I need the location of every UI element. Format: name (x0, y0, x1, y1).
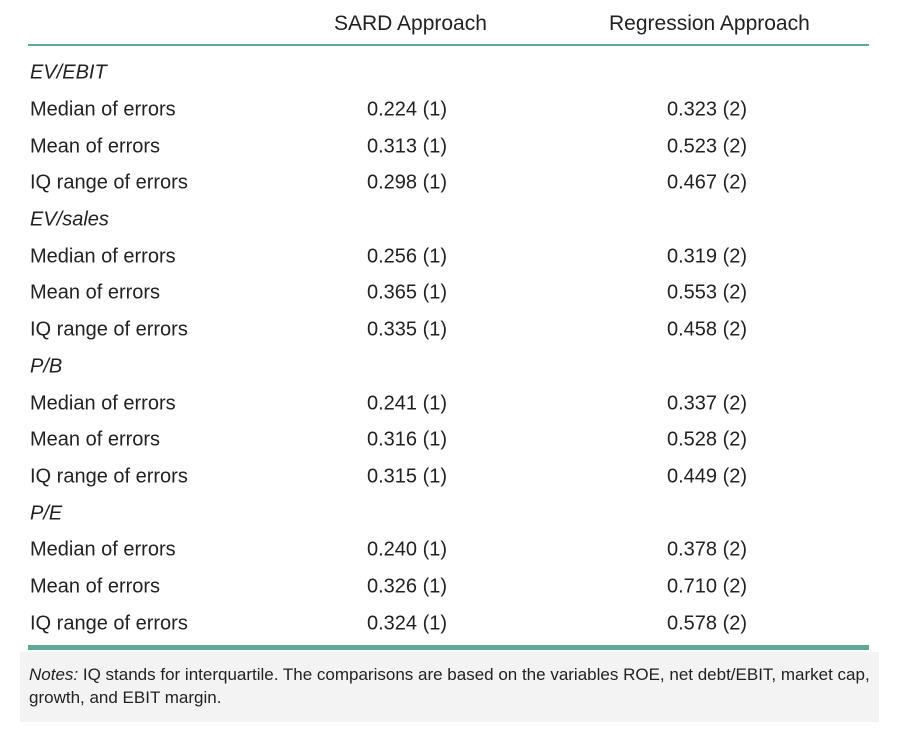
row-label: IQ range of errors (30, 171, 188, 194)
footer-rule (28, 645, 869, 650)
table-row: Mean of errors 0.313 (1) 0.523 (2) (0, 128, 908, 165)
regression-value: 0.449 (2) (667, 465, 748, 488)
sard-value: 0.315 (1) (367, 465, 448, 488)
row-label: Mean of errors (30, 135, 161, 158)
sard-value: 0.326 (1) (367, 575, 448, 598)
notes-text: IQ stands for interquartile. The compari… (29, 665, 870, 707)
row-label: Mean of errors (30, 428, 161, 451)
table-row: Mean of errors 0.326 (1) 0.710 (2) (0, 569, 908, 606)
sard-value: 0.224 (1) (367, 98, 448, 121)
table-row: IQ range of errors 0.335 (1) 0.458 (2) (0, 312, 908, 349)
table-row: Mean of errors 0.316 (1) 0.528 (2) (0, 422, 908, 459)
table-row: Median of errors 0.256 (1) 0.319 (2) (0, 238, 908, 275)
section-title: P/B (30, 355, 63, 378)
regression-value: 0.337 (2) (667, 392, 748, 415)
regression-value: 0.710 (2) (667, 575, 748, 598)
regression-value: 0.553 (2) (667, 281, 748, 304)
row-label: Median of errors (30, 98, 176, 121)
sard-value: 0.324 (1) (367, 612, 448, 635)
table-row: IQ range of errors 0.315 (1) 0.449 (2) (0, 459, 908, 496)
table-notes: Notes: IQ stands for interquartile. The … (29, 663, 874, 709)
section-row: EV/EBIT (0, 55, 908, 92)
sard-value: 0.316 (1) (367, 428, 448, 451)
table-row: IQ range of errors 0.324 (1) 0.578 (2) (0, 605, 908, 642)
table-row: IQ range of errors 0.298 (1) 0.467 (2) (0, 165, 908, 202)
sard-value: 0.365 (1) (367, 281, 448, 304)
row-label: Median of errors (30, 538, 176, 561)
sard-value: 0.241 (1) (367, 392, 448, 415)
row-label: IQ range of errors (30, 612, 188, 635)
column-header-sard: SARD Approach (334, 12, 487, 35)
section-row: P/E (0, 495, 908, 532)
regression-value: 0.323 (2) (667, 98, 748, 121)
sard-value: 0.298 (1) (367, 171, 448, 194)
regression-value: 0.319 (2) (667, 245, 748, 268)
section-title: P/E (30, 502, 63, 525)
column-header-regression: Regression Approach (609, 12, 810, 35)
sard-value: 0.256 (1) (367, 245, 448, 268)
regression-value: 0.523 (2) (667, 135, 748, 158)
table-row: Median of errors 0.241 (1) 0.337 (2) (0, 385, 908, 422)
section-row: P/B (0, 349, 908, 386)
section-title: EV/sales (30, 208, 109, 231)
header-rule (28, 44, 869, 46)
section-title: EV/EBIT (30, 61, 107, 84)
regression-value: 0.458 (2) (667, 318, 748, 341)
table-body: EV/EBIT Median of errors 0.224 (1) 0.323… (0, 55, 908, 642)
row-label: Mean of errors (30, 281, 161, 304)
table-row: Median of errors 0.240 (1) 0.378 (2) (0, 532, 908, 569)
row-label: IQ range of errors (30, 318, 188, 341)
regression-value: 0.467 (2) (667, 171, 748, 194)
row-label: Mean of errors (30, 575, 161, 598)
table-row: Mean of errors 0.365 (1) 0.553 (2) (0, 275, 908, 312)
regression-value: 0.528 (2) (667, 428, 748, 451)
notes-box: Notes: IQ stands for interquartile. The … (20, 652, 879, 722)
section-row: EV/sales (0, 202, 908, 239)
regression-value: 0.578 (2) (667, 612, 748, 635)
notes-label: Notes: (29, 665, 79, 684)
row-label: Median of errors (30, 392, 176, 415)
sard-value: 0.335 (1) (367, 318, 448, 341)
sard-value: 0.240 (1) (367, 538, 448, 561)
sard-value: 0.313 (1) (367, 135, 448, 158)
table-row: Median of errors 0.224 (1) 0.323 (2) (0, 92, 908, 129)
row-label: IQ range of errors (30, 465, 188, 488)
regression-value: 0.378 (2) (667, 538, 748, 561)
row-label: Median of errors (30, 245, 176, 268)
